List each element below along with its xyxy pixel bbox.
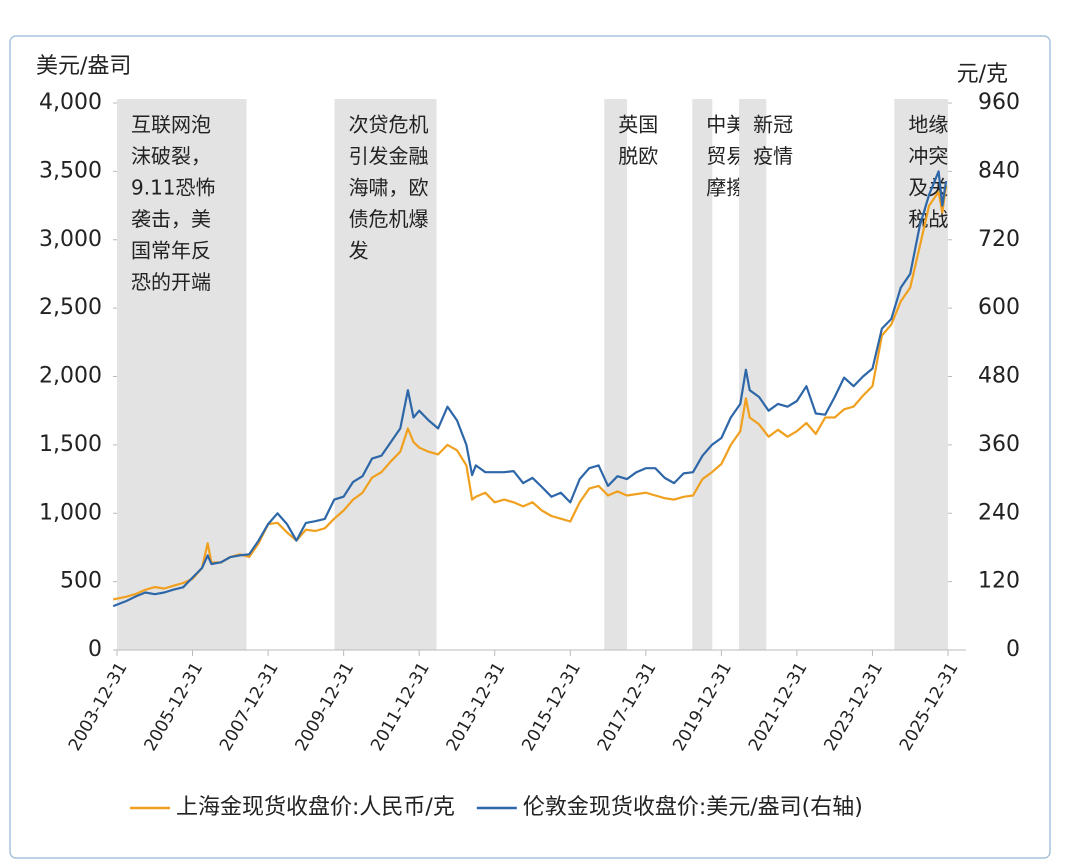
y2-tick-label: 120 <box>978 569 1020 594</box>
annotation: 发 <box>349 239 369 263</box>
shaded-period <box>894 99 948 650</box>
y2-tick-label: 720 <box>978 227 1020 252</box>
y-tick-label: 3,500 <box>39 158 102 183</box>
annotation: 疫情 <box>753 144 793 168</box>
shaded-period <box>739 99 767 650</box>
x-tick-label: 2011-12-31 <box>367 659 434 755</box>
annotation: 地缘 <box>908 113 948 137</box>
y-tick-label: 2,500 <box>39 295 102 320</box>
annotation: 互联网泡 <box>131 113 211 137</box>
annotation: 沫破裂， <box>131 144 211 168</box>
shaded-period <box>334 99 437 650</box>
x-tick-label: 2015-12-31 <box>518 659 585 755</box>
y2-tick-label: 0 <box>1006 637 1020 662</box>
x-tick-label: 2025-12-31 <box>896 659 963 755</box>
annotation: 恐的开端 <box>131 270 211 294</box>
annotation: 脱欧 <box>618 144 658 168</box>
x-tick-label: 2005-12-31 <box>140 659 207 755</box>
annotation: 冲突 <box>908 144 948 168</box>
y2-tick-label: 480 <box>978 364 1020 389</box>
series-line <box>112 170 948 608</box>
y-tick-label: 1,500 <box>39 432 102 457</box>
x-tick-label: 2013-12-31 <box>443 659 510 755</box>
x-tick-label: 2023-12-31 <box>820 659 887 755</box>
annotation: 袭击，美 <box>131 207 211 231</box>
y2-tick-label: 960 <box>978 90 1020 115</box>
legend-label: 伦敦金现货收盘价:美元/盎司(右轴) <box>523 795 863 820</box>
annotation: 引发金融 <box>349 144 429 168</box>
y-tick-label: 1,000 <box>39 500 102 525</box>
x-tick-label: 2009-12-31 <box>292 659 359 755</box>
frame <box>9 35 1051 859</box>
x-tick-label: 2003-12-31 <box>65 659 132 755</box>
y2-tick-label: 240 <box>978 500 1020 525</box>
shaded-period <box>604 99 627 650</box>
y-axis-title: 美元/盎司 <box>36 54 131 79</box>
annotation: 9.11恐怖 <box>131 176 216 200</box>
x-tick-label: 2017-12-31 <box>594 659 661 755</box>
y2-tick-label: 840 <box>978 158 1020 183</box>
y-tick-label: 3,000 <box>39 227 102 252</box>
shaded-period <box>117 99 247 650</box>
annotation: 新冠 <box>753 113 793 137</box>
series-line <box>112 184 948 601</box>
y-tick-label: 4,000 <box>39 90 102 115</box>
x-tick-label: 2019-12-31 <box>669 659 736 755</box>
annotation: 国常年反 <box>131 239 211 263</box>
y-tick-label: 2,000 <box>39 364 102 389</box>
x-tick-label: 2021-12-31 <box>745 659 812 755</box>
y2-tick-label: 360 <box>978 432 1020 457</box>
annotation: 债危机爆 <box>349 207 429 231</box>
annotation: 海啸，欧 <box>349 176 429 200</box>
y-tick-label: 500 <box>60 569 102 594</box>
y2-tick-label: 600 <box>978 295 1020 320</box>
y-tick-label: 0 <box>88 637 102 662</box>
annotation: 英国 <box>618 113 658 137</box>
x-tick-label: 2007-12-31 <box>216 659 283 755</box>
shaded-period <box>692 99 713 650</box>
annotation: 次贷危机 <box>349 113 429 137</box>
legend-label: 上海金现货收盘价:人民币/克 <box>176 795 455 820</box>
y2-axis-title: 元/克 <box>957 62 1008 87</box>
